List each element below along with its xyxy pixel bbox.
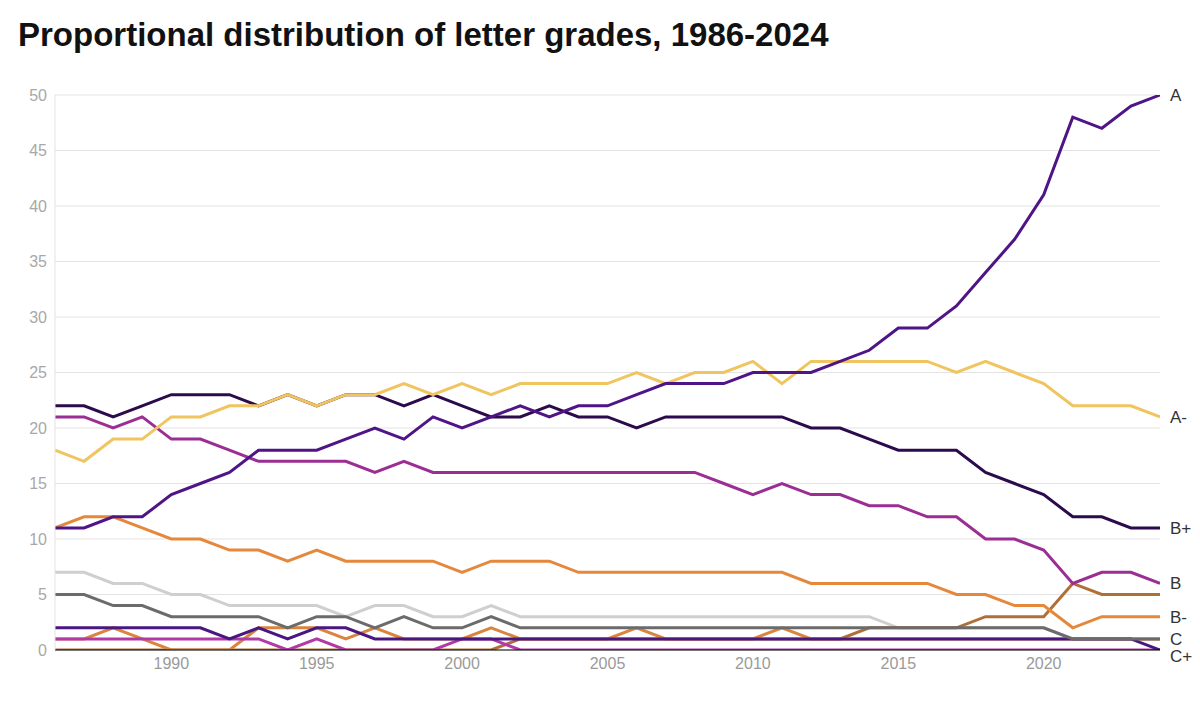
svg-text:2015: 2015 [880,655,916,672]
svg-text:2000: 2000 [444,655,480,672]
svg-text:B-: B- [1170,608,1187,627]
svg-text:2005: 2005 [590,655,626,672]
svg-text:10: 10 [29,531,47,548]
svg-text:B: B [1170,574,1181,593]
svg-text:25: 25 [29,364,47,381]
svg-text:40: 40 [29,198,47,215]
svg-text:20: 20 [29,420,47,437]
svg-text:0: 0 [38,642,47,659]
svg-text:A: A [1170,86,1182,105]
svg-text:B+: B+ [1170,519,1191,538]
svg-text:2020: 2020 [1026,655,1062,672]
svg-text:2010: 2010 [735,655,771,672]
svg-text:45: 45 [29,142,47,159]
svg-text:1990: 1990 [154,655,190,672]
svg-text:C+: C+ [1170,647,1192,666]
svg-text:1995: 1995 [299,655,335,672]
svg-text:C: C [1170,630,1182,649]
html-text:Proportional distribution of l: Proportional distribution of letter grad… [18,16,829,53]
svg-text:35: 35 [29,253,47,270]
svg-text:5: 5 [38,586,47,603]
svg-text:A-: A- [1170,408,1187,427]
svg-text:50: 50 [29,87,47,104]
svg-text:30: 30 [29,309,47,326]
svg-text:15: 15 [29,475,47,492]
